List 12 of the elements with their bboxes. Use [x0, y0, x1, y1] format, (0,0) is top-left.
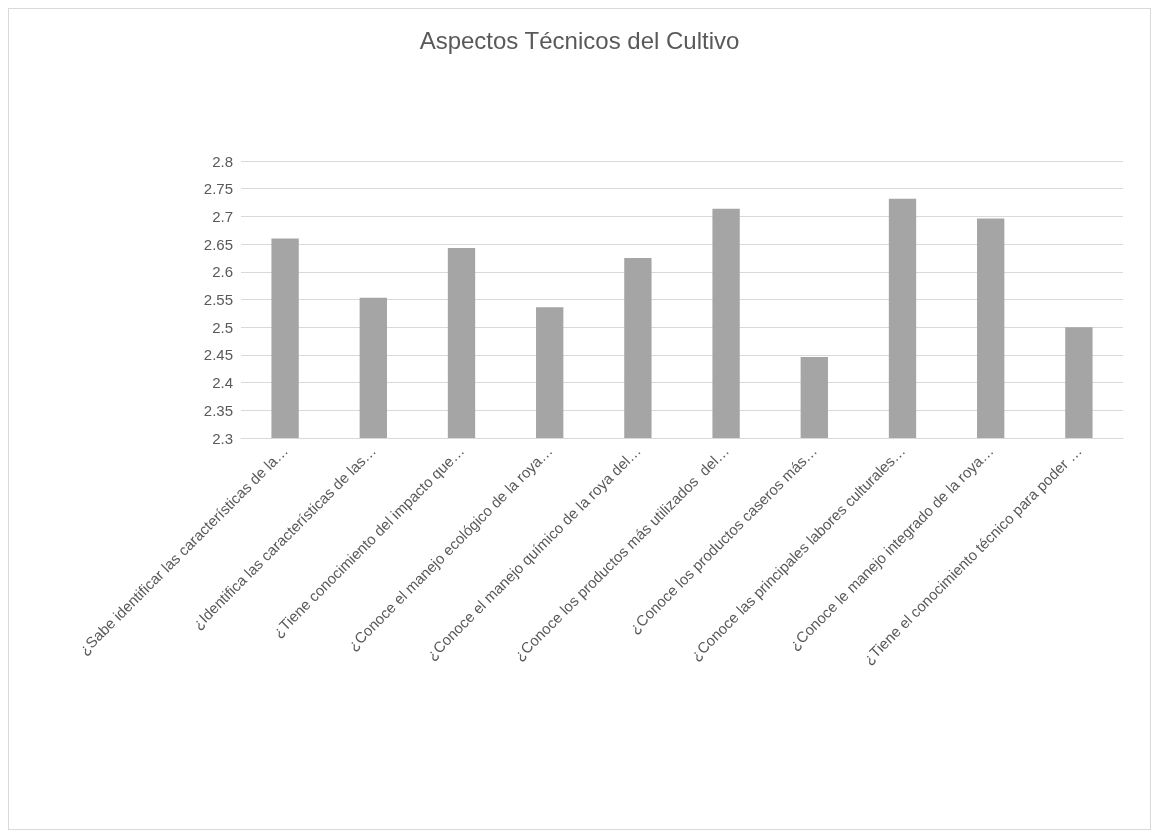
y-tick-label: 2.5	[212, 318, 233, 336]
y-tick-label: 2.8	[212, 152, 233, 170]
chart-title: Aspectos Técnicos del Cultivo	[419, 26, 740, 54]
y-tick-label: 2.3	[212, 429, 233, 447]
y-tick-label: 2.55	[203, 291, 233, 308]
y-tick-label: 2.7	[212, 207, 233, 225]
y-tick-label: 2.65	[203, 235, 233, 253]
y-tick-label: 2.6	[212, 263, 233, 281]
y-tick-label: 2.35	[203, 401, 233, 419]
y-tick-label: 2.75	[203, 180, 233, 198]
y-tick-label: 2.45	[203, 346, 233, 364]
y-tick-label: 2.4	[212, 374, 233, 392]
